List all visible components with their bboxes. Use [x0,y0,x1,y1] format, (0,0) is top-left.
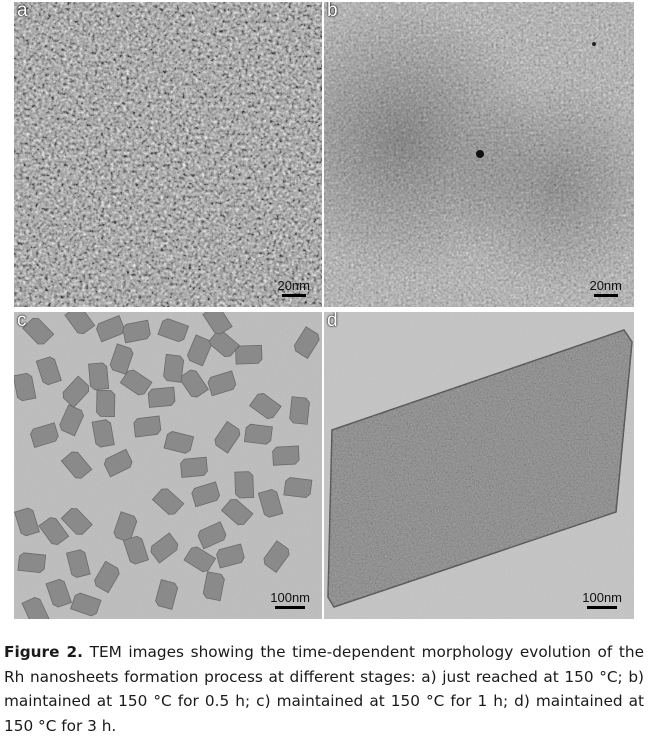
nanosheet [96,389,116,417]
nanosheet [70,592,102,617]
tem-texture-d [324,312,634,619]
nanosheet [220,498,254,526]
nanosheet [62,375,90,409]
nanosheet [21,596,50,619]
nanosheet [45,578,72,608]
nanosheet [197,521,227,550]
scale-bar-label-a: 20nm [277,278,310,293]
caption-text: TEM images showing the time-dependent mo… [4,643,644,735]
scale-bar-line-d [587,606,618,609]
tem-image-b: b 20nm [324,2,634,307]
nanosheet [243,423,273,445]
nanosheet [22,317,55,345]
nanosheet [183,546,217,573]
tem-texture-a [14,2,322,307]
nanosheet [289,396,310,425]
nanosheet [38,517,70,545]
nanosheet [202,571,225,602]
nanosheet [147,386,176,408]
nanosheet [60,508,93,535]
nanosheet [14,372,37,402]
nanosheet [91,419,115,448]
figure-caption: Figure 2. TEM images showing the time-de… [4,640,644,738]
scale-bar-line-c [275,606,306,609]
nanosheet [60,451,93,479]
nanosheet [122,319,151,344]
nanosheet [272,445,300,466]
scale-bar-line-a [281,294,306,297]
scale-bar-a: 20nm [277,279,310,297]
panel-label-b: b [327,2,338,21]
nanosheet [235,344,263,365]
nanosheet [103,448,133,478]
tem-image-c: c 100nm [14,312,322,619]
scale-bar-label-c: 100nm [270,590,310,605]
tem-image-d: d 100nm [324,312,634,619]
nanosheet [249,393,282,419]
nanosheet [122,535,150,565]
scale-bar-label-d: 100nm [582,590,622,605]
scale-bar-label-b: 20nm [589,278,622,293]
nanosheet [150,532,179,564]
nanosheet [216,543,245,569]
nanosheet [96,314,125,343]
nanosheet [283,477,313,499]
nanosheet [187,334,212,367]
nanosheet [88,362,110,391]
nanosheet [59,404,84,437]
nanosheet [163,353,185,383]
panel-label-a: a [17,2,28,21]
nanosheet [94,560,120,594]
nanosheet [263,540,290,573]
scale-bar-c: 100nm [270,591,310,609]
nanosheet-group [14,312,320,619]
nanosheet [30,422,59,449]
nanosheet [17,552,47,574]
caption-label: Figure 2. [4,643,83,661]
nanosheet [155,579,179,610]
nanosheet [257,488,284,518]
nanosheet [14,507,40,537]
tem-texture-c [14,312,322,619]
nanosheet [151,488,185,515]
panel-label-d: d [327,312,338,331]
nanosheet [214,420,241,454]
panel-label-c: c [17,312,27,331]
scale-bar-b: 20nm [589,279,622,297]
nanosheet [180,456,208,478]
nanosheet [64,312,96,335]
nanosheet [207,370,237,397]
nanosheet [65,549,91,578]
scale-bar-line-b [593,294,618,297]
tem-texture-b [324,2,634,307]
nanosheet [133,415,162,438]
nanosheet [113,511,138,543]
nanosheet [109,343,134,375]
scale-bar-d: 100nm [582,591,622,609]
nanosheet [163,431,195,454]
nanosheet [35,356,62,386]
nanosheet [191,481,221,508]
nanosheet [293,326,320,359]
tem-image-a: a 20nm [14,2,322,307]
nanosheet [157,318,190,343]
nanosheet [202,312,233,335]
nanosheet [234,471,255,499]
nanosheet [119,369,153,396]
